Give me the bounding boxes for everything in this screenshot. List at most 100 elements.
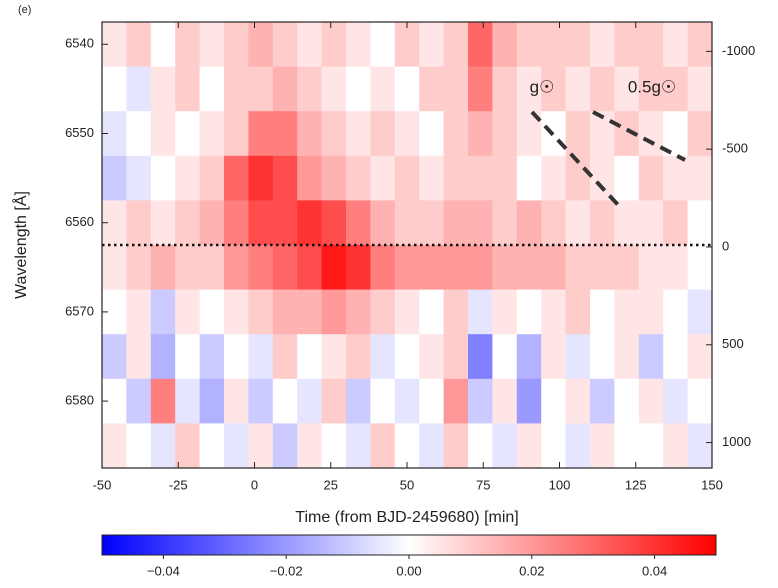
heatmap-cell	[248, 111, 274, 157]
heatmap-cell	[516, 334, 542, 380]
heatmap-cell	[394, 22, 420, 67]
heatmap-cell	[638, 155, 664, 201]
x-tick-label: 75	[476, 477, 490, 492]
heatmap-cell	[590, 245, 615, 290]
heatmap-cell	[346, 66, 371, 112]
heatmap-cell	[687, 423, 713, 469]
heatmap-cell	[541, 423, 566, 469]
heatmap-cell	[321, 245, 347, 290]
heatmap-cell	[443, 22, 469, 67]
heatmap-cell	[126, 22, 152, 67]
heatmap-cell	[199, 289, 225, 335]
heatmap-cell	[663, 66, 688, 112]
heatmap-cell	[468, 66, 493, 112]
heatmap-cell	[370, 378, 396, 424]
heatmap-cell	[663, 22, 688, 67]
heatmap-cell	[638, 334, 664, 380]
heatmap-cell	[224, 245, 249, 290]
heatmap-cell	[346, 423, 371, 469]
heatmap-cell	[248, 245, 274, 290]
heatmap-cell	[370, 200, 396, 246]
heatmap-cell	[565, 111, 591, 157]
heatmap-cell	[224, 289, 249, 335]
heatmap-cell	[541, 378, 566, 424]
heatmap-cell	[590, 200, 615, 246]
heatmap-cell	[443, 200, 469, 246]
heatmap-cell	[394, 378, 420, 424]
heatmap-cell	[419, 200, 444, 246]
heatmap-cell	[516, 423, 542, 469]
colorbar-tick-label: −0.04	[147, 563, 180, 578]
heatmap-cell	[663, 200, 688, 246]
annotation: g☉	[530, 77, 555, 96]
heatmap-cell	[224, 334, 249, 380]
heatmap-cell	[687, 200, 713, 246]
heatmap-cell	[150, 378, 176, 424]
heatmap-cell	[687, 378, 713, 424]
x-tick-label: -50	[93, 477, 112, 492]
heatmap-cell	[150, 200, 176, 246]
heatmap-cell	[638, 22, 664, 67]
heatmap-cell	[492, 334, 518, 380]
heatmap-cell	[419, 155, 444, 201]
heatmap-cell	[663, 423, 688, 469]
heatmap-cell	[175, 66, 200, 112]
heatmap-cell	[297, 111, 322, 157]
slope-line	[592, 110, 686, 162]
heatmap-cell	[346, 200, 371, 246]
heatmap-cell	[370, 334, 396, 380]
heatmap-cell	[175, 423, 200, 469]
heatmap-cell	[394, 66, 420, 112]
heatmap-cell	[224, 155, 249, 201]
heatmap-cell	[590, 334, 615, 380]
heatmap-cell	[102, 334, 127, 380]
heatmap-cell	[272, 111, 298, 157]
heatmap-cell	[150, 334, 176, 380]
heatmap-cell	[224, 423, 249, 469]
heatmap-cell	[565, 289, 591, 335]
heatmap-cell	[663, 334, 688, 380]
heatmap-cell	[614, 245, 640, 290]
heatmap-cell	[321, 66, 347, 112]
heatmap-cell	[297, 66, 322, 112]
heatmap-cell	[638, 378, 664, 424]
y2-tick-label: 500	[722, 336, 744, 351]
heatmap-cell	[492, 200, 518, 246]
heatmap-cell	[272, 245, 298, 290]
heatmap-cell	[419, 289, 444, 335]
heatmap-cell	[687, 289, 713, 335]
heatmap-cell	[150, 245, 176, 290]
heatmap-cell	[638, 423, 664, 469]
heatmap-cell	[565, 22, 591, 67]
heatmap-cell	[272, 200, 298, 246]
heatmap-cell	[443, 423, 469, 469]
heatmap-cell	[468, 423, 493, 469]
x-tick-label: 50	[400, 477, 414, 492]
heatmap-cell	[419, 66, 444, 112]
y2-tick-label: -1000	[722, 43, 755, 58]
heatmap-cell	[565, 66, 591, 112]
heatmap-cell	[175, 155, 200, 201]
heatmap-cell	[492, 155, 518, 201]
heatmap-cell	[272, 334, 298, 380]
heatmap-cell	[370, 245, 396, 290]
heatmap-cell	[468, 111, 493, 157]
heatmap-cell	[199, 111, 225, 157]
heatmap-cell	[272, 378, 298, 424]
heatmap-cell	[126, 155, 152, 201]
heatmap-cell	[590, 22, 615, 67]
x-tick-label: 25	[324, 477, 338, 492]
heatmap-cell	[394, 155, 420, 201]
heatmap-cell	[126, 111, 152, 157]
heatmap-cell	[565, 423, 591, 469]
heatmap-cell	[297, 155, 322, 201]
heatmap-cell	[590, 289, 615, 335]
heatmap-cell	[443, 378, 469, 424]
heatmap-cell	[614, 200, 640, 246]
y2-tick-label: 0	[722, 238, 729, 253]
heatmap-cell	[175, 111, 200, 157]
heatmap-cell	[150, 22, 176, 67]
heatmap-cell	[297, 289, 322, 335]
heatmap-cell	[419, 378, 444, 424]
x-tick-label: -25	[169, 477, 188, 492]
